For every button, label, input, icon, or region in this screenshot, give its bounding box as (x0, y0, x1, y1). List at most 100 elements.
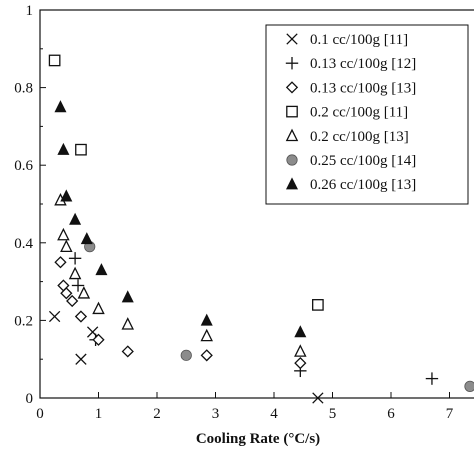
series-4 (54, 192, 307, 357)
point-s4-4 (77, 286, 91, 299)
legend-label-4: 0.2 cc/100g [13] (310, 129, 409, 145)
legend-marker-4 (285, 128, 299, 142)
point-s2-2-shape (60, 287, 73, 300)
point-s4-7 (200, 328, 213, 342)
point-s4-5-shape (92, 301, 105, 315)
point-s6-1 (57, 142, 70, 155)
point-s4-6-shape (121, 317, 135, 330)
y-tick-label-4: 0.8 (14, 81, 33, 97)
point-s2-0-shape (54, 256, 67, 269)
point-s2-7 (200, 349, 213, 362)
y-axis: 0 0.2 0.4 0.6 0.8 1 (14, 3, 46, 407)
point-s2-4-shape (74, 310, 88, 323)
point-s2-7-shape (200, 349, 213, 362)
point-s4-1 (57, 227, 70, 241)
point-s6-0-shape (54, 100, 67, 113)
point-s6-7-shape (200, 313, 213, 326)
point-s4-1-shape (57, 227, 70, 241)
y-tick-label-0: 0 (26, 391, 34, 407)
point-s0-1-stroke-b (75, 353, 87, 365)
point-s0-1 (75, 353, 87, 365)
legend-marker-2-shape (285, 81, 299, 94)
x-tick-label-4: 4 (270, 406, 278, 422)
legend-marker-5 (286, 154, 298, 166)
point-s1-1 (71, 279, 85, 292)
point-s0-2-stroke-b (86, 326, 99, 338)
legend-marker-6-shape (285, 177, 299, 190)
point-s0-3-stroke-b (312, 392, 324, 404)
point-s2-6 (121, 345, 134, 358)
point-s3-2 (312, 299, 324, 311)
point-s4-8 (294, 344, 307, 357)
point-s4-2 (60, 239, 73, 253)
series-2 (54, 256, 307, 370)
point-s6-4-shape (80, 232, 93, 245)
legend-marker-0-stroke-b (286, 33, 298, 45)
point-s2-8-shape (294, 356, 307, 370)
point-s6-5-shape (95, 263, 108, 276)
y-tick-label-3: 0.6 (14, 158, 33, 174)
legend-label-6: 0.26 cc/100g [13] (310, 177, 416, 193)
series-1 (68, 252, 439, 385)
x-tick-label-0: 0 (36, 406, 44, 422)
x-tick-label-5: 5 (329, 406, 337, 422)
x-tick-label-2: 2 (153, 406, 161, 422)
point-s4-3 (68, 266, 82, 280)
legend-marker-3 (286, 105, 298, 118)
point-s6-2 (60, 189, 73, 202)
point-s6-8 (294, 325, 307, 338)
x-tick-label-3: 3 (212, 406, 220, 422)
legend-label-5: 0.25 cc/100g [14] (310, 153, 416, 169)
legend: 0.1 cc/100g [11] 0.13 cc/100g [12] 0.13 cc… (265, 24, 469, 205)
legend-label-1: 0.13 cc/100g [12] (310, 56, 416, 72)
point-s2-5 (92, 333, 105, 346)
point-s6-3-shape (69, 212, 82, 225)
point-s5-1-shape (180, 349, 192, 361)
point-s2-8 (294, 356, 307, 370)
x-axis-title: Cooling Rate (°C/s) (196, 431, 320, 447)
point-s4-7-shape (200, 328, 213, 342)
point-s6-5 (95, 263, 108, 276)
point-s3-0 (48, 54, 61, 67)
y-tick-label-1: 0.2 (14, 313, 33, 329)
x-tick-label-6: 6 (387, 406, 395, 422)
series-3 (48, 54, 324, 311)
legend-box (265, 24, 469, 205)
point-s5-2 (464, 380, 474, 392)
point-s0-2 (86, 326, 99, 338)
point-s6-6-shape (121, 290, 134, 303)
point-s4-3-shape (68, 266, 82, 280)
point-s4-2-shape (60, 239, 73, 253)
point-s0-0 (48, 310, 61, 323)
point-s6-3 (69, 212, 82, 225)
point-s2-6-shape (121, 345, 134, 358)
point-s2-3-shape (66, 294, 79, 308)
legend-label-3: 0.2 cc/100g [11] (310, 105, 408, 121)
point-s6-4 (80, 232, 93, 245)
series-5 (84, 241, 474, 392)
point-s4-8-shape (294, 344, 307, 357)
x-tick-label-7: 7 (446, 406, 454, 422)
series-0 (48, 310, 324, 404)
point-s4-4-shape (77, 286, 91, 299)
point-s4-6 (121, 317, 135, 330)
point-s4-5 (92, 301, 105, 315)
point-s6-2-shape (60, 189, 73, 202)
point-s5-2-shape (464, 380, 474, 392)
point-s2-4 (74, 310, 88, 323)
legend-marker-3-shape (286, 105, 298, 118)
point-s6-8-shape (294, 325, 307, 338)
point-s0-0-stroke-b (48, 310, 61, 323)
legend-entries: 0.1 cc/100g [11] 0.13 cc/100g [12] 0.13 cc… (285, 32, 416, 193)
point-s1-0 (68, 252, 82, 265)
x-axis: 0 1 2 3 4 5 6 7 (36, 392, 454, 422)
point-s3-2-shape (312, 299, 324, 311)
y-tick-label-5: 1 (26, 3, 34, 19)
legend-marker-2 (285, 81, 299, 94)
point-s3-1 (75, 143, 87, 156)
x-tick-label-1: 1 (95, 406, 103, 422)
data-points (48, 54, 474, 404)
point-s6-6 (121, 290, 134, 303)
